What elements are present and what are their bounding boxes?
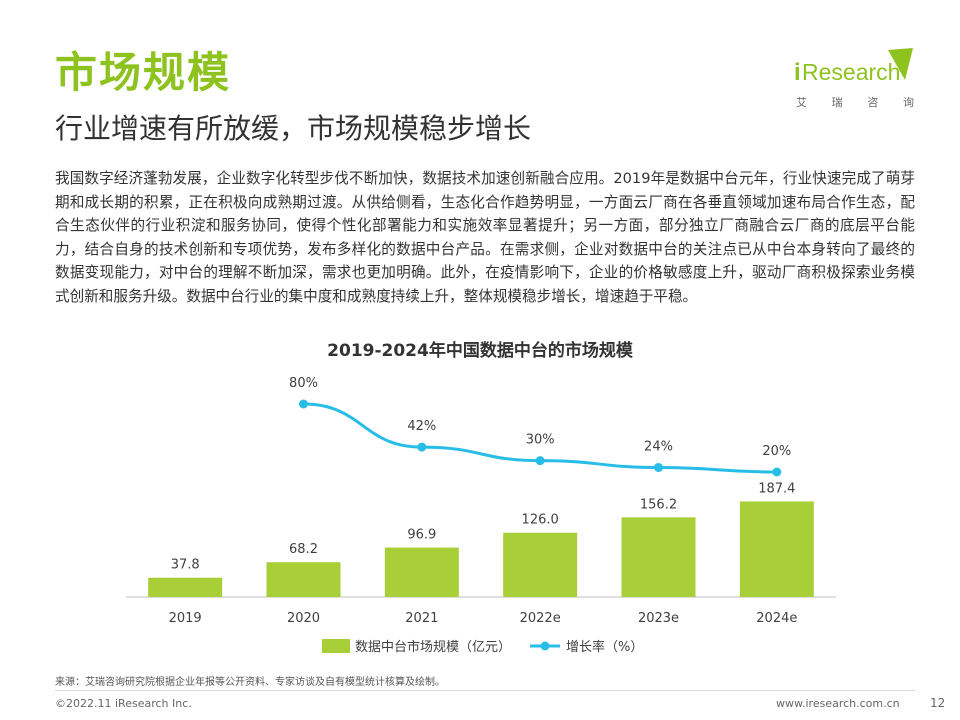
bar: [503, 532, 578, 597]
growth-rate-point: [299, 399, 308, 409]
bar: [266, 562, 341, 597]
logo-char: 询: [902, 96, 914, 109]
legend-bar-label: 数据中台市场规模（亿元）: [355, 639, 511, 655]
bar-value-label: 187.4: [758, 481, 795, 496]
bar: [148, 577, 223, 597]
chart-title: 2019-2024年中国数据中台的市场规模: [327, 341, 633, 361]
footer-divider: [55, 690, 915, 691]
page-subtitle: 行业增速有所放缓，市场规模稳步增长: [55, 112, 532, 145]
growth-rate-point: [654, 462, 663, 472]
growth-rate-label: 80%: [289, 376, 318, 391]
x-tick-label: 2022e: [520, 611, 561, 626]
growth-rate-point: [535, 456, 545, 466]
growth-rate-label: 24%: [644, 439, 673, 454]
legend-line-marker: [540, 641, 550, 651]
logo-char: 瑞: [831, 96, 843, 109]
bar-value-label: 96.9: [407, 528, 436, 543]
website-link[interactable]: www.iresearch.com.cn: [776, 697, 900, 710]
bar-value-label: 37.8: [171, 558, 200, 573]
growth-rate-point: [417, 442, 427, 452]
growth-rate-label: 30%: [526, 433, 555, 448]
legend-line-label: 增长率（%）: [566, 639, 643, 655]
bar-value-label: 68.2: [289, 542, 318, 557]
x-tick-label: 2019: [169, 611, 202, 626]
x-tick-label: 2023e: [638, 611, 679, 626]
logo-chinese: 艾 瑞 咨 询: [796, 94, 914, 110]
page-number: 12: [930, 696, 946, 710]
body-paragraph: 我国数字经济蓬勃发展，企业数字化转型步伐不断加快，数据技术加速创新融合应用。20…: [55, 170, 915, 305]
logo-char: 艾: [796, 96, 807, 109]
bar: [621, 517, 696, 597]
growth-rate-label: 42%: [407, 419, 436, 434]
iresearch-logo: i Research: [792, 48, 917, 110]
bar: [739, 501, 814, 597]
bar-value-label: 126.0: [522, 513, 559, 528]
copyright: ©2022.11 iResearch Inc.: [55, 697, 192, 710]
bar: [384, 547, 459, 597]
growth-rate-point: [772, 467, 782, 477]
page-title: 市场规模: [55, 48, 232, 97]
logo-char: 咨: [867, 96, 879, 109]
x-tick-label: 2021: [405, 611, 438, 626]
bar-value-label: 156.2: [640, 497, 677, 512]
x-tick-label: 2024e: [756, 611, 797, 626]
x-tick-label: 2020: [287, 611, 320, 626]
logo-text-rest: Research: [802, 59, 900, 85]
source-note: 来源：艾瑞咨询研究院根据企业年报等公开资料、专家访谈及自有模型统计核算及绘制。: [55, 677, 445, 688]
legend-bar-swatch: [322, 639, 350, 653]
growth-rate-label: 20%: [762, 444, 791, 459]
logo-text-i: i: [794, 59, 801, 86]
